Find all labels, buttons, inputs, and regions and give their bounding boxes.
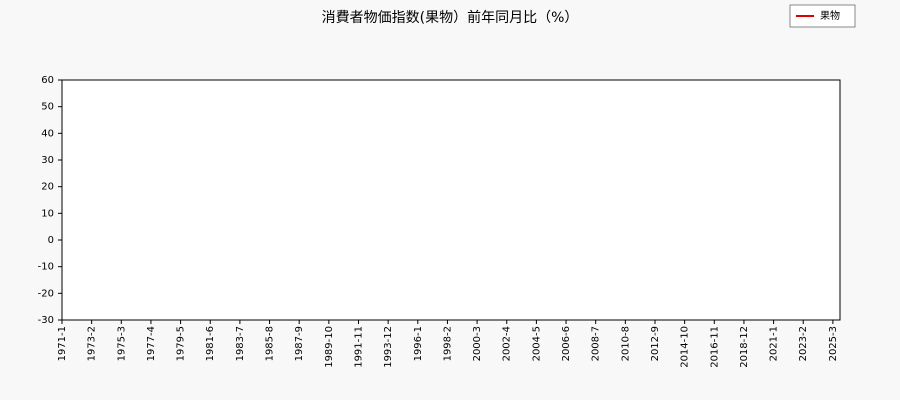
x-tick-label: 2025-3 xyxy=(828,326,839,361)
y-tick-label: -30 xyxy=(38,315,54,326)
legend-box xyxy=(789,4,856,28)
y-tick-label: 50 xyxy=(41,102,54,113)
x-tick-label: 1989-10 xyxy=(324,326,335,368)
x-tick-label: 2004-5 xyxy=(531,326,542,361)
x-tick-label: 2016-11 xyxy=(709,326,720,368)
x-tick-label: 1981-6 xyxy=(205,326,216,361)
x-tick-label: 1983-7 xyxy=(235,326,246,361)
x-tick-label: 1979-5 xyxy=(176,326,187,361)
x-tick-label: 2010-8 xyxy=(620,326,631,361)
chart-title: 消費者物価指数(果物）前年同月比（%） xyxy=(322,9,579,26)
y-tick-label: 20 xyxy=(41,182,54,193)
x-tick-label: 2023-2 xyxy=(798,326,809,361)
x-tick-label: 2012-9 xyxy=(650,326,661,361)
y-tick-label: 40 xyxy=(41,128,54,139)
y-tick-label: -10 xyxy=(38,262,54,273)
x-tick-label: 1977-4 xyxy=(146,326,157,361)
x-tick-label: 1991-11 xyxy=(353,326,364,368)
y-tick-label: -20 xyxy=(38,288,54,299)
x-tick-label: 1975-3 xyxy=(116,326,127,361)
x-tick-label: 1987-9 xyxy=(294,326,305,361)
x-tick-label: 2000-3 xyxy=(472,326,483,361)
plot-area xyxy=(61,79,841,321)
x-tick-label: 2006-6 xyxy=(561,326,572,361)
x-tick-label: 2002-4 xyxy=(502,326,513,361)
x-tick-label: 1973-2 xyxy=(87,326,98,361)
legend-label: 果物 xyxy=(820,9,840,22)
y-tick-label: 30 xyxy=(41,155,54,166)
x-tick-label: 2021-1 xyxy=(769,326,780,361)
x-tick-label: 1996-1 xyxy=(413,326,424,361)
x-tick-label: 1993-12 xyxy=(383,326,394,368)
x-tick-label: 2018-12 xyxy=(739,326,750,368)
y-tick-label: 60 xyxy=(41,75,54,86)
y-tick-label: 0 xyxy=(48,235,54,246)
x-tick-label: 1985-8 xyxy=(265,326,276,361)
x-tick-label: 2014-10 xyxy=(680,326,691,368)
x-tick-label: 2008-7 xyxy=(591,326,602,361)
y-tick-label: 10 xyxy=(41,208,54,219)
x-tick-label: 1998-2 xyxy=(442,326,453,361)
x-tick-label: 1971-1 xyxy=(57,326,68,361)
